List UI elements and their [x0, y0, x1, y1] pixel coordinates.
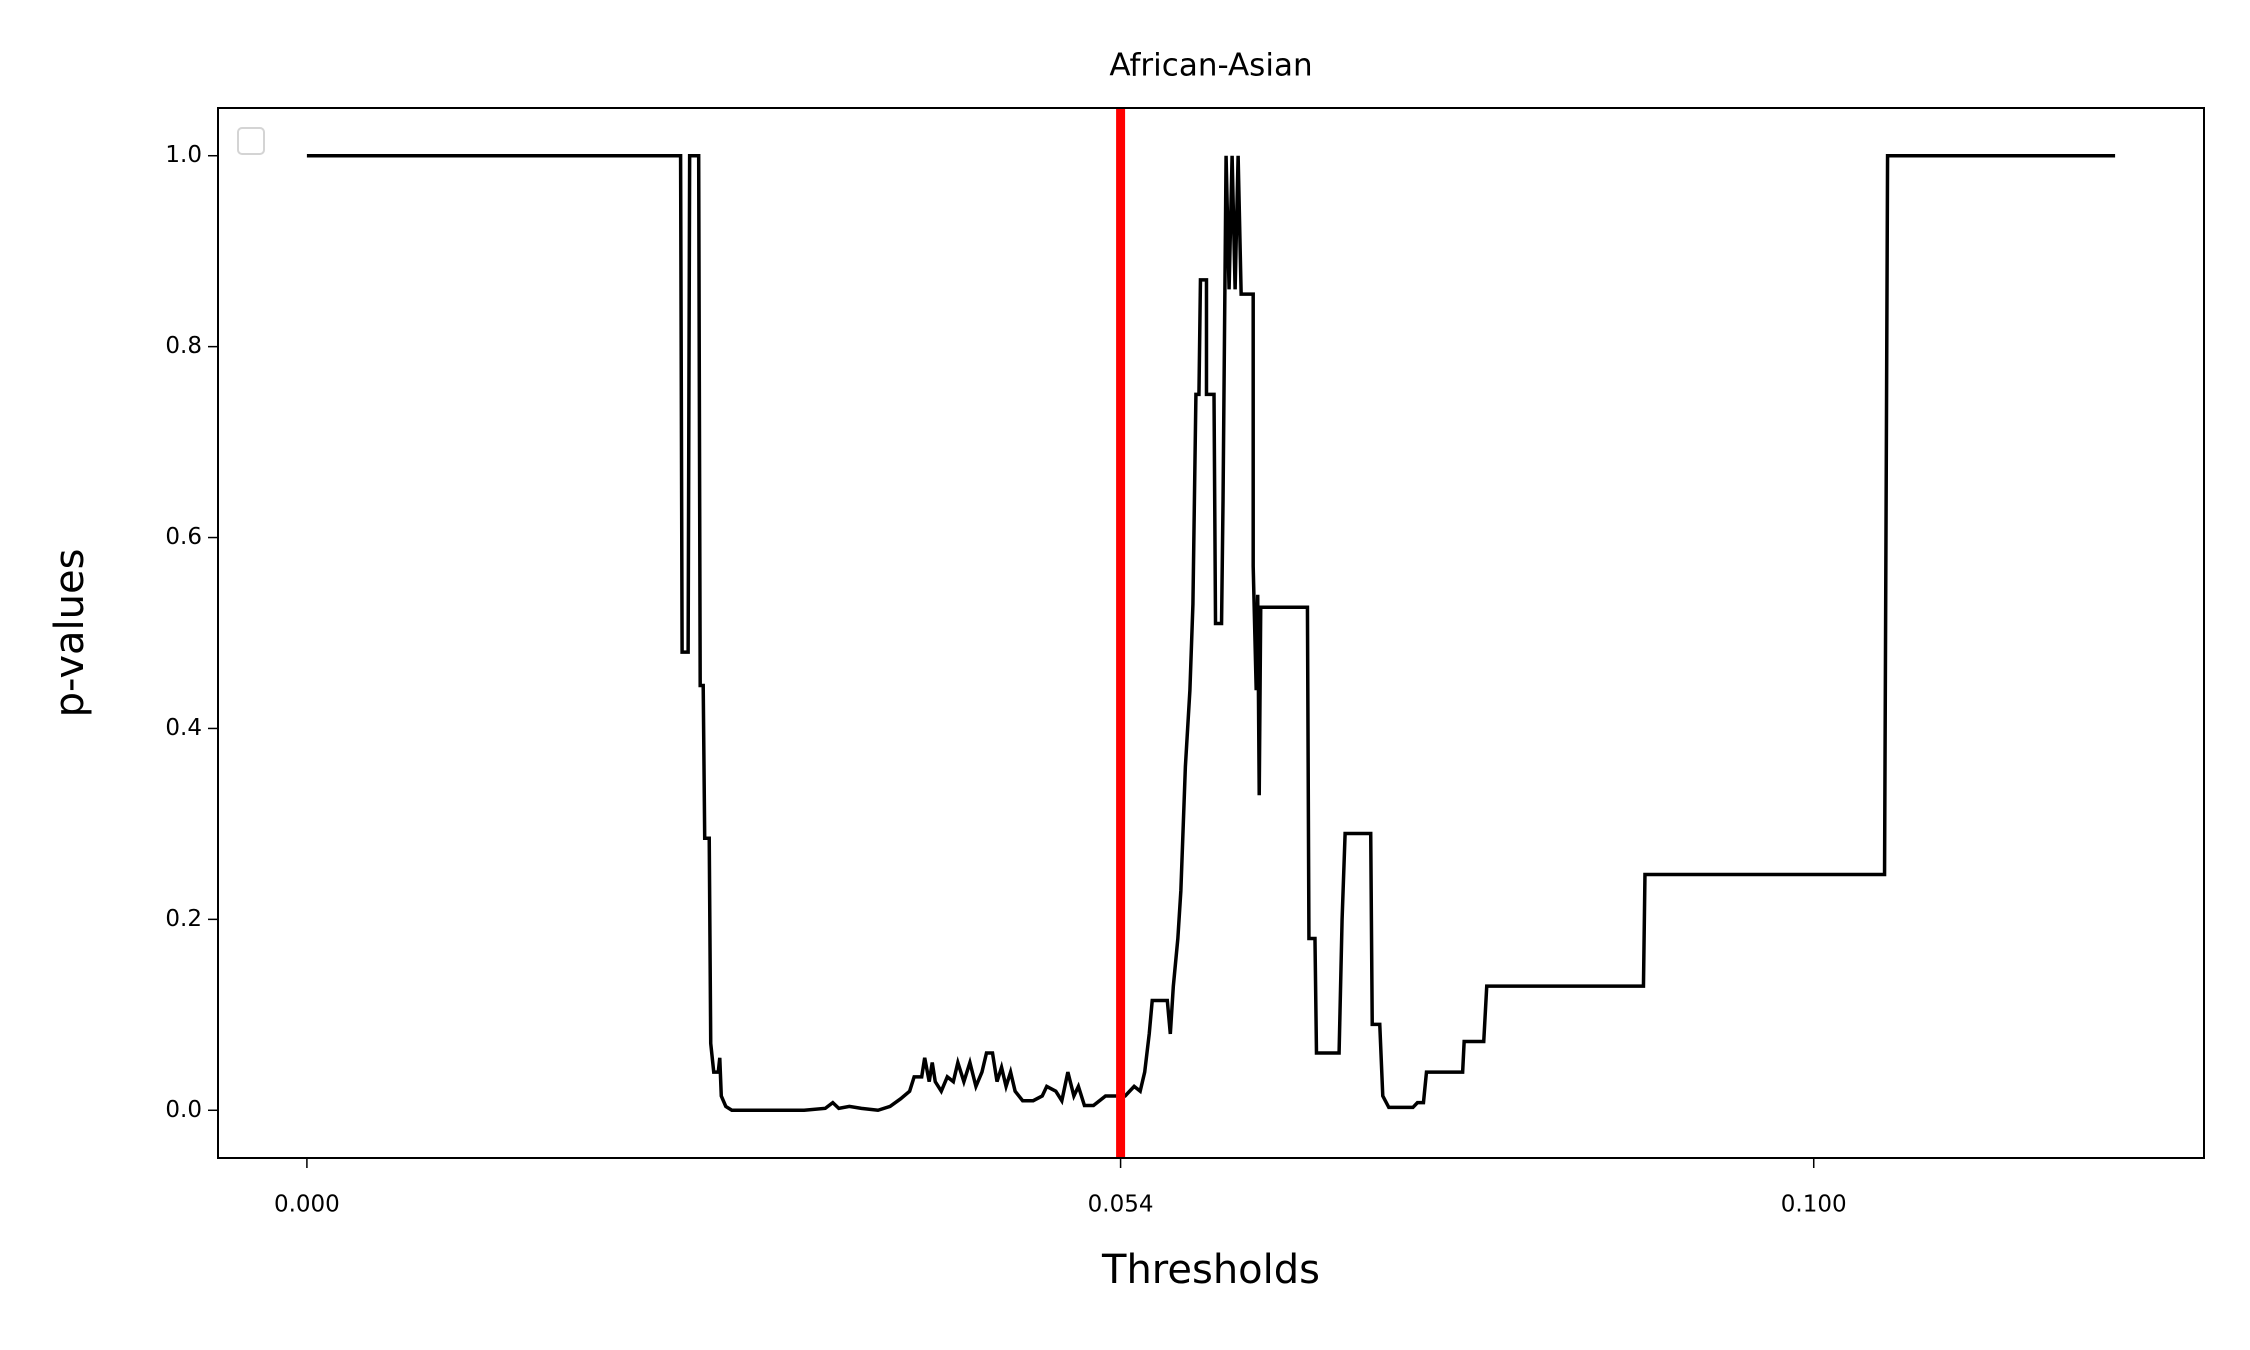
legend-box — [237, 127, 265, 155]
y-tick-label: 0.0 — [165, 1097, 202, 1123]
y-tick-label: 0.6 — [165, 524, 202, 550]
x-tick-label: 0.054 — [1088, 1192, 1154, 1218]
data-line — [306, 153, 2116, 1113]
y-tick-label: 0.2 — [165, 906, 202, 932]
y-axis-label: p-values — [47, 549, 93, 718]
y-tick-label: 0.8 — [165, 333, 202, 359]
y-tick-label: 1.0 — [165, 142, 202, 168]
x-tick-label: 0.000 — [274, 1192, 340, 1218]
x-axis-label: Thresholds — [1101, 1247, 1320, 1293]
x-tick-label: 0.100 — [1781, 1192, 1847, 1218]
y-tick-label: 0.4 — [165, 715, 202, 741]
plot-frame — [217, 107, 2205, 1159]
chart-title: African-Asian — [1109, 48, 1312, 84]
